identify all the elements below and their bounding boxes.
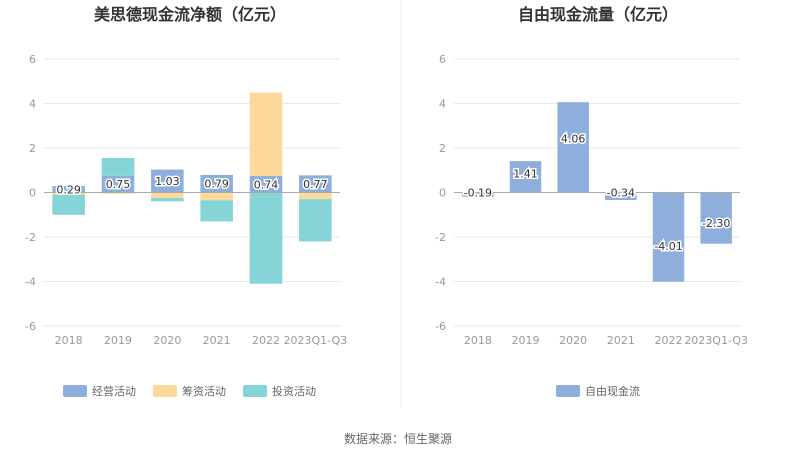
legend-label: 自由现金流 — [585, 384, 640, 398]
x-tick-label: 2021 — [203, 334, 231, 347]
bar-3 — [52, 194, 85, 215]
bar-3 — [101, 158, 135, 176]
bar-2 — [151, 192, 184, 199]
bar-1 — [200, 174, 233, 193]
data-label: 0.79 — [204, 178, 229, 191]
bar-1 — [249, 176, 283, 193]
y-tick-label: 4 — [29, 98, 36, 111]
legend-label: 经营活动 — [92, 384, 136, 398]
y-tick-label: -4 — [435, 276, 446, 289]
x-tick-label: 2020 — [559, 334, 587, 347]
x-tick-label: 2022 — [252, 334, 280, 347]
bar-3 — [299, 199, 332, 242]
data-label: -2.30 — [702, 217, 730, 230]
legend-swatch — [153, 385, 177, 397]
y-tick-label: 4 — [439, 98, 446, 111]
x-tick-label: 2020 — [153, 334, 181, 347]
data-label: 0.74 — [254, 178, 279, 191]
x-tick-label: 2021 — [607, 334, 635, 347]
bar-3 — [200, 200, 233, 222]
bar-1 — [700, 192, 732, 244]
x-tick-label: 2018 — [464, 334, 492, 347]
bar-1 — [101, 175, 135, 193]
y-tick-label: 0 — [439, 187, 446, 200]
y-tick-label: -6 — [435, 320, 446, 333]
data-label: 0.29 — [56, 183, 81, 196]
bar-2 — [101, 192, 135, 194]
legend-swatch — [243, 385, 267, 397]
chart-title: 自由现金流量（亿元） — [518, 5, 678, 24]
data-label: -0.19 — [464, 187, 492, 200]
bar-2 — [52, 192, 85, 195]
data-label: -4.01 — [654, 240, 682, 253]
bar-2 — [249, 92, 283, 177]
y-tick-label: -2 — [435, 231, 446, 244]
y-tick-label: -2 — [25, 231, 36, 244]
data-label: 1.41 — [513, 168, 538, 181]
net-cash-flow-chart: 美思德现金流净额（亿元） 6 4 2 0 -2 -4 -6 2018 2019 2020 2021 20… — [25, 5, 347, 398]
bar-2 — [299, 192, 332, 200]
bar-1 — [52, 186, 85, 193]
legend-label: 投资活动 — [272, 384, 316, 398]
x-tick-label: 2019 — [512, 334, 540, 347]
bar-3 — [151, 198, 184, 202]
x-tick-label: 2019 — [104, 334, 132, 347]
data-label: 0.77 — [303, 178, 328, 191]
data-label: 4.06 — [561, 132, 586, 145]
x-tick-label: 2023Q1-Q3 — [283, 334, 347, 347]
bar-1 — [299, 175, 332, 193]
bar-2 — [200, 192, 233, 201]
y-tick-label: 2 — [439, 142, 446, 155]
legend-swatch — [556, 385, 580, 397]
free-cash-flow-chart: 自由现金流量（亿元） 6 4 2 0 -2 -4 -6 2018 2019 2020 2021 2022… — [435, 5, 748, 398]
bar-1 — [509, 161, 542, 193]
bar-3 — [249, 192, 283, 284]
legend-label: 筹资活动 — [182, 384, 226, 398]
y-tick-label: -4 — [25, 276, 36, 289]
chart-title: 美思德现金流净额（亿元） — [94, 5, 286, 24]
bar-1 — [462, 192, 494, 197]
bar-1 — [652, 192, 685, 282]
y-tick-label: 6 — [29, 53, 36, 66]
data-label: -0.34 — [607, 187, 635, 200]
y-tick-label: -6 — [25, 320, 36, 333]
data-label: 1.03 — [155, 175, 180, 188]
data-label: 0.75 — [106, 178, 131, 191]
bar-1 — [605, 192, 637, 201]
y-tick-label: 0 — [29, 187, 36, 200]
source-note: 数据来源：恒生聚源 — [344, 431, 452, 446]
x-tick-label: 2023Q1-Q3 — [684, 334, 748, 347]
bar-1 — [151, 169, 184, 193]
x-tick-label: 2022 — [655, 334, 683, 347]
bar-1 — [557, 102, 589, 193]
legend-swatch — [63, 385, 87, 397]
x-tick-label: 2018 — [55, 334, 83, 347]
y-tick-label: 6 — [439, 53, 446, 66]
y-tick-label: 2 — [29, 142, 36, 155]
